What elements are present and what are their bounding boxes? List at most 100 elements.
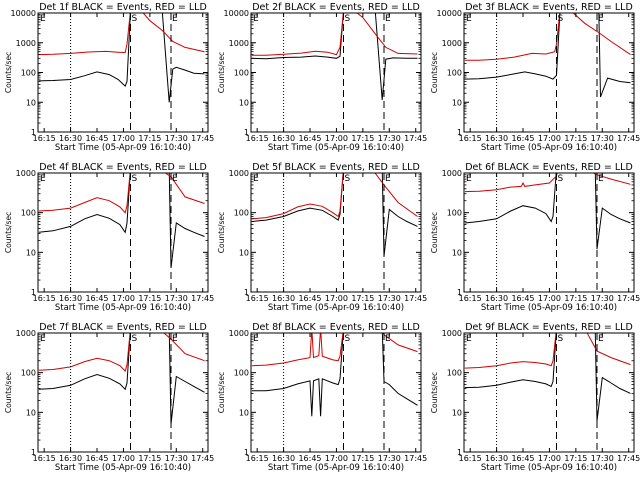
x-tick-label: 17:45 [617,454,640,463]
x-tick-label: 16:30 [59,454,82,463]
y-tick-label: 1 [31,128,36,137]
x-tick-label: 16:15 [246,134,269,143]
x-tick-label: 17:30 [165,294,188,303]
mode-label: E [40,14,46,24]
x-tick-label: 16:15 [246,454,269,463]
x-tick-label: 17:45 [617,294,640,303]
x-tick-label: 16:30 [59,294,82,303]
mode-label: E [466,14,472,24]
x-tick-label: 16:15 [33,454,56,463]
x-tick-label: 17:45 [404,454,427,463]
panel-title: Det 5f BLACK = Events, RED = LLD [252,162,420,173]
x-tick-label: 16:45 [298,294,321,303]
lld-series-line [38,13,205,56]
x-tick-label: 17:15 [351,454,374,463]
events-series-line [38,13,205,103]
y-axis-label: Counts/sec [4,212,13,253]
x-axis-label: Start Time (05-Apr-09 16:10:40) [268,303,404,313]
x-tick-label: 17:15 [138,134,161,143]
panel-title: Det 7f BLACK = Events, RED = LLD [39,322,207,333]
y-tick-label: 100 [234,69,249,78]
x-tick-label: 17:15 [564,454,587,463]
mode-label: E [253,334,259,344]
mode-label: E [253,14,259,24]
x-tick-label: 16:30 [272,294,295,303]
events-series-line [38,173,205,269]
x-tick-label: 17:45 [191,294,214,303]
x-tick-label: 17:30 [165,134,188,143]
y-tick-label: 1000 [442,39,462,48]
y-axis-label: Counts/sec [430,372,439,413]
panel-title: Det 3f BLACK = Events, RED = LLD [465,2,633,13]
y-tick-label: 100 [21,69,36,78]
panel-title: Det 9f BLACK = Events, RED = LLD [465,322,633,333]
events-series-line [38,333,205,425]
events-series-line [464,173,631,250]
events-series-line [251,173,418,257]
y-tick-label: 10 [26,408,36,417]
lld-series-line [251,13,418,56]
mode-label: E [598,174,604,184]
y-axis-label: Counts/sec [217,372,226,413]
x-tick-label: 16:15 [459,294,482,303]
events-series-line [464,13,631,98]
y-tick-label: 1000 [229,169,249,178]
x-tick-label: 16:15 [33,294,56,303]
y-tick-label: 100 [447,369,462,378]
x-tick-label: 17:15 [564,294,587,303]
x-tick-label: 16:45 [298,454,321,463]
y-axis-label: Counts/sec [430,212,439,253]
x-tick-label: 17:30 [378,134,401,143]
x-tick-label: 16:45 [298,134,321,143]
plot-frame [37,172,209,293]
x-tick-label: 17:00 [325,134,348,143]
mode-label: S [132,334,138,344]
plot-frame [250,332,422,453]
events-series-line [251,333,418,417]
y-tick-label: 10000 [224,9,249,18]
x-axis-label: Start Time (05-Apr-09 16:10:40) [55,463,191,473]
x-tick-label: 16:15 [459,134,482,143]
y-tick-label: 10 [452,248,462,257]
x-tick-label: 17:45 [404,294,427,303]
mode-label: E [385,174,391,184]
lld-series-line [251,173,418,220]
mode-label: E [40,334,46,344]
plot-frame [463,332,635,453]
y-tick-label: 10 [26,98,36,107]
x-tick-label: 17:45 [191,134,214,143]
mode-label: S [558,174,564,184]
mode-label: S [345,334,351,344]
x-tick-label: 17:30 [378,294,401,303]
x-tick-label: 16:15 [459,454,482,463]
y-tick-label: 10000 [437,9,462,18]
plot-frame [250,12,422,133]
lld-series-line [464,333,631,369]
x-tick-label: 16:30 [485,454,508,463]
plot-frame [463,172,635,293]
mode-label: S [345,14,351,24]
mode-label: S [558,334,564,344]
y-tick-label: 1000 [229,39,249,48]
x-tick-label: 16:15 [246,294,269,303]
y-tick-label: 1000 [16,329,36,338]
x-tick-label: 17:15 [351,294,374,303]
plot-frame [250,172,422,293]
x-axis-label: Start Time (05-Apr-09 16:10:40) [55,303,191,313]
y-tick-label: 10 [239,248,249,257]
y-tick-label: 10000 [11,9,36,18]
mode-label: E [253,174,259,184]
mode-label: E [466,334,472,344]
x-tick-label: 16:45 [511,454,534,463]
y-tick-label: 100 [21,209,36,218]
mode-label: E [385,14,391,24]
events-series-line [464,333,631,422]
y-tick-label: 100 [447,69,462,78]
panel-title: Det 6f BLACK = Events, RED = LLD [465,162,633,173]
x-tick-label: 16:30 [59,134,82,143]
panel-title: Det 1f BLACK = Events, RED = LLD [39,2,207,13]
